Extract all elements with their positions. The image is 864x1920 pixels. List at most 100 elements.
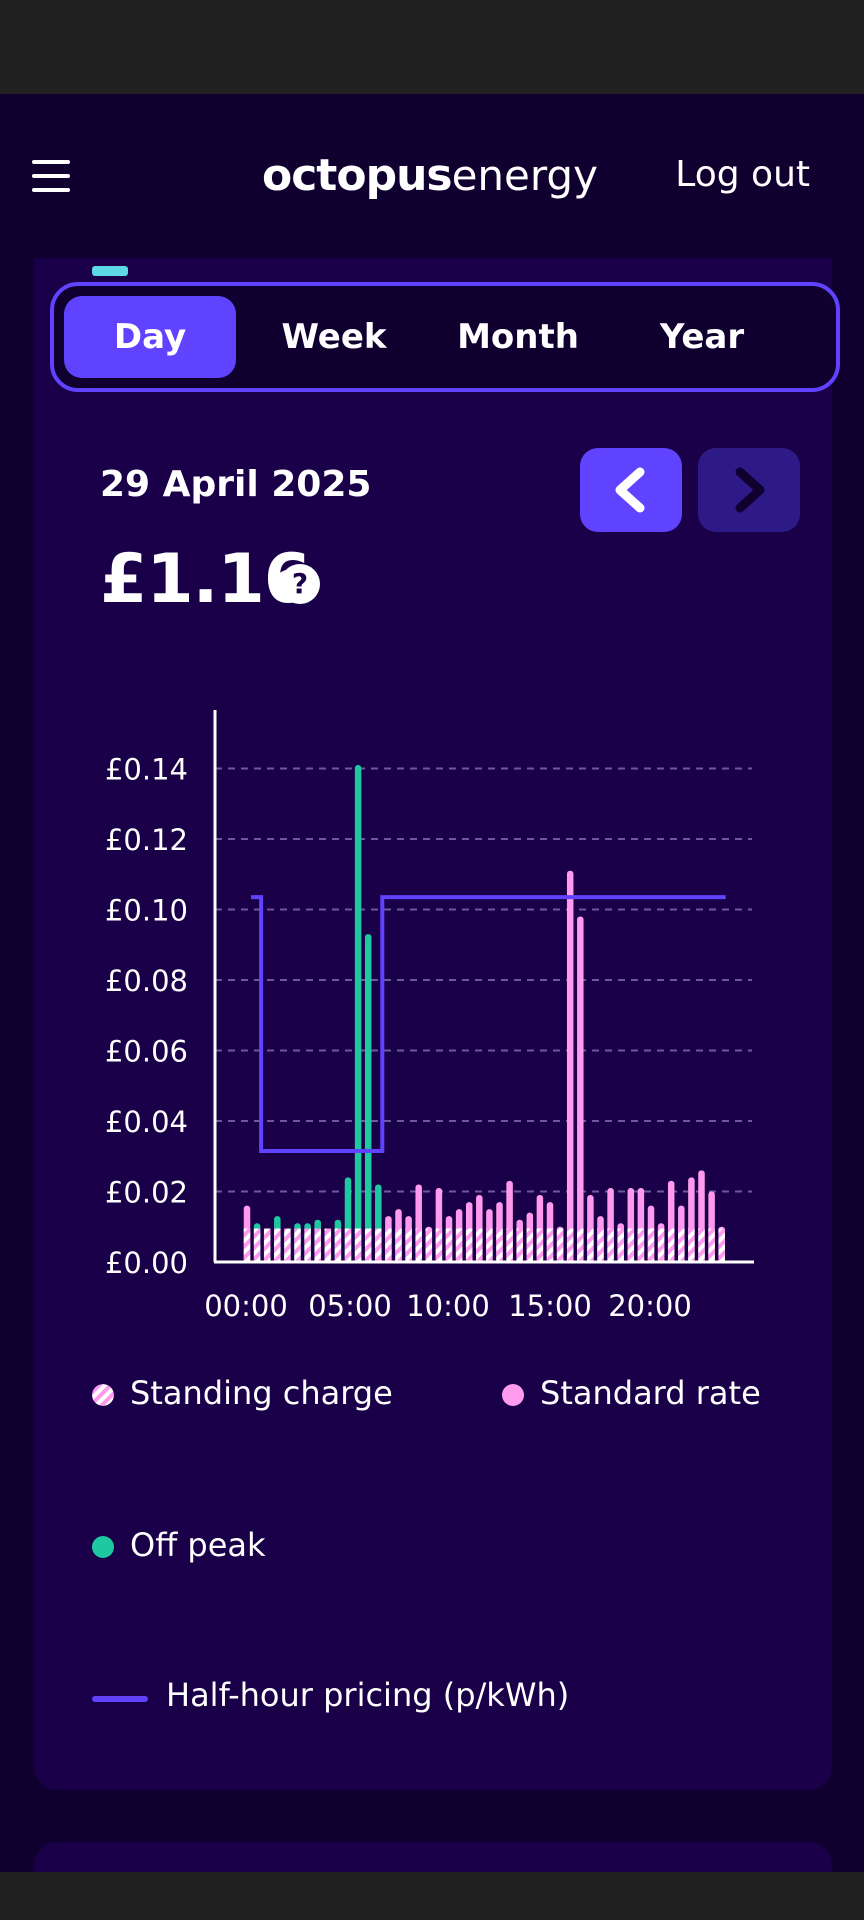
bar-standing-charge bbox=[284, 1228, 291, 1262]
y-tick-label: £0.06 bbox=[105, 1035, 188, 1069]
logout-button[interactable]: Log out bbox=[675, 154, 810, 195]
octopus-energy-logo[interactable]: octopusenergy bbox=[262, 150, 598, 201]
x-axis-ticks: 00:00 05:00 10:00 15:00 20:00 bbox=[204, 1289, 692, 1323]
bar-standing-charge bbox=[637, 1228, 645, 1262]
previous-day-button[interactable] bbox=[580, 448, 682, 532]
bar-standing-charge bbox=[506, 1228, 513, 1262]
bar-standing-charge bbox=[364, 1228, 372, 1262]
bar-standing-charge bbox=[304, 1228, 311, 1262]
tab-month[interactable]: Month bbox=[432, 296, 604, 378]
bar-standing-charge bbox=[354, 1228, 362, 1262]
bar-standing-charge bbox=[415, 1228, 422, 1262]
chevron-left-icon bbox=[615, 467, 645, 513]
bar-standing-charge bbox=[607, 1228, 614, 1262]
bar-standing-charge bbox=[577, 1228, 584, 1262]
bar-standing-charge bbox=[334, 1228, 342, 1262]
half-hour-pricing-line bbox=[251, 895, 726, 1153]
bar-off-peak bbox=[354, 764, 362, 1262]
bar-standing-charge bbox=[455, 1228, 463, 1262]
tab-day[interactable]: Day bbox=[64, 296, 236, 378]
bar-standing-charge bbox=[516, 1228, 523, 1262]
app-header: octopusenergy Log out bbox=[0, 94, 864, 258]
bar-standing-charge bbox=[556, 1228, 564, 1262]
legend-half-hour-pricing: Half-hour pricing (p/kWh) bbox=[166, 1676, 570, 1714]
x-tick-label: 15:00 bbox=[508, 1289, 592, 1323]
bar-standing-charge bbox=[536, 1228, 544, 1262]
standard-rate-legend-icon bbox=[502, 1384, 524, 1406]
help-icon[interactable]: ? bbox=[280, 564, 320, 604]
x-tick-label: 05:00 bbox=[308, 1289, 392, 1323]
period-tabs: Day Week Month Year bbox=[50, 282, 840, 392]
chevron-right-icon bbox=[735, 467, 765, 513]
legend-standing-charge: Standing charge bbox=[130, 1374, 393, 1412]
bar-standing-charge bbox=[496, 1228, 503, 1262]
bar-standing-charge bbox=[243, 1228, 251, 1262]
y-tick-label: £0.10 bbox=[105, 894, 188, 928]
legend-standard-rate: Standard rate bbox=[540, 1374, 761, 1412]
bar-standing-charge bbox=[647, 1228, 655, 1262]
legend-off-peak: Off peak bbox=[130, 1526, 266, 1564]
bar-standing-charge bbox=[425, 1228, 433, 1262]
standing-charge-legend-icon bbox=[92, 1384, 114, 1406]
bar-standing-charge bbox=[718, 1228, 725, 1262]
section-color-chip bbox=[92, 265, 128, 276]
bar-standing-charge bbox=[657, 1228, 665, 1262]
tab-year[interactable]: Year bbox=[616, 296, 788, 378]
bar-standing-charge bbox=[678, 1228, 685, 1262]
bar-standing-charge bbox=[253, 1228, 261, 1262]
bar-standing-charge bbox=[395, 1228, 402, 1262]
bar-standing-charge bbox=[385, 1228, 392, 1262]
bar-standing-charge bbox=[445, 1228, 453, 1262]
bar-standing-charge bbox=[375, 1228, 382, 1262]
bar-standing-charge bbox=[708, 1228, 715, 1262]
y-tick-label: £0.14 bbox=[105, 753, 188, 787]
total-cost: £1.16 bbox=[100, 540, 311, 619]
bar-standing-charge bbox=[688, 1228, 695, 1262]
bar-standing-charge bbox=[476, 1228, 483, 1262]
selected-date: 29 April 2025 bbox=[100, 464, 372, 505]
y-tick-label: £0.04 bbox=[105, 1105, 188, 1139]
bar-standing-charge bbox=[566, 1228, 574, 1262]
bar-standing-charge bbox=[435, 1228, 443, 1262]
hamburger-menu-icon[interactable] bbox=[32, 160, 70, 192]
x-tick-label: 10:00 bbox=[406, 1289, 490, 1323]
usage-chart: £0.00 £0.02 £0.04 £0.06 £0.08 £0.10 £0.12 £0.14… bbox=[105, 710, 754, 1323]
y-axis-ticks: £0.00 £0.02 £0.04 £0.06 £0.08 £0.10 £0.12 £0.14 bbox=[105, 753, 188, 1281]
bar-standing-charge bbox=[294, 1228, 301, 1262]
bar-standing-charge bbox=[344, 1228, 352, 1262]
bar-standing-charge bbox=[274, 1228, 281, 1262]
bar-standing-charge bbox=[486, 1228, 493, 1262]
bar-standard bbox=[577, 916, 584, 1262]
bar-standard bbox=[566, 870, 574, 1262]
x-tick-label: 00:00 bbox=[204, 1289, 288, 1323]
bar-standing-charge bbox=[405, 1228, 412, 1262]
y-tick-label: £0.08 bbox=[105, 964, 188, 998]
bar-off-peak bbox=[364, 934, 372, 1262]
bar-standing-charge bbox=[465, 1228, 473, 1262]
bar-standing-charge bbox=[324, 1228, 332, 1262]
bar-standing-charge bbox=[587, 1228, 594, 1262]
bar-standing-charge bbox=[698, 1228, 705, 1262]
off-peak-legend-icon bbox=[92, 1536, 114, 1558]
next-day-button[interactable] bbox=[698, 448, 800, 532]
y-tick-label: £0.12 bbox=[105, 823, 188, 857]
bar-standing-charge bbox=[526, 1228, 534, 1262]
bar-standing-charge bbox=[314, 1228, 321, 1262]
scrolled-section-heading bbox=[92, 252, 128, 287]
status-bar bbox=[0, 0, 864, 94]
system-navigation-bar bbox=[0, 1872, 864, 1920]
tab-week[interactable]: Week bbox=[248, 296, 420, 378]
y-tick-label: £0.00 bbox=[105, 1246, 188, 1280]
bar-standing-charge bbox=[667, 1228, 675, 1262]
chart-gridlines bbox=[215, 767, 752, 1193]
pricing-line-layer bbox=[251, 895, 726, 1153]
pricing-line-legend-icon bbox=[92, 1696, 148, 1702]
chart-bars bbox=[243, 764, 725, 1262]
bar-standing-charge bbox=[263, 1228, 271, 1262]
y-tick-label: £0.02 bbox=[105, 1176, 188, 1210]
bar-standing-charge bbox=[546, 1228, 554, 1262]
bar-standing-charge bbox=[617, 1228, 624, 1262]
x-tick-label: 20:00 bbox=[608, 1289, 692, 1323]
bar-standing-charge bbox=[597, 1228, 604, 1262]
bar-standing-charge bbox=[627, 1228, 635, 1262]
